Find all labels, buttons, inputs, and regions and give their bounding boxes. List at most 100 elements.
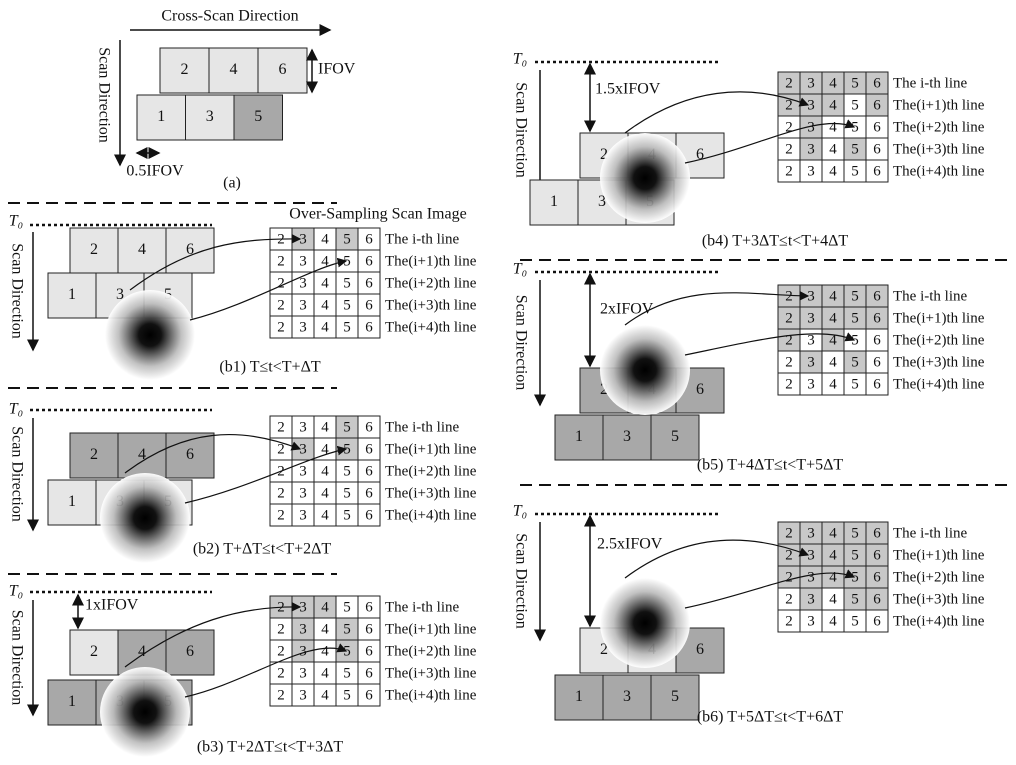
scan-label: Scan Direction: [8, 610, 25, 706]
scan-label: Scan Direction: [512, 82, 529, 178]
grid-cell-label: 3: [807, 332, 815, 348]
row-label: The(i+3)th line: [893, 141, 985, 157]
grid-cell-label: 5: [343, 297, 351, 313]
row-label: The i-th line: [893, 525, 967, 541]
cell-label: 1: [575, 688, 583, 705]
grid-cell-label: 6: [365, 485, 373, 501]
grid-cell-label: 3: [299, 687, 307, 703]
grid-cell-label: 5: [343, 643, 351, 659]
grid-cell-label: 4: [829, 75, 837, 91]
grid-cell-label: 4: [321, 319, 329, 335]
grid-cell-label: 3: [807, 163, 815, 179]
row-label: The(i+4)th line: [385, 687, 477, 703]
grid-cell-label: 4: [321, 419, 329, 435]
row-label: The(i+1)th line: [385, 441, 477, 457]
grid-cell-label: 2: [785, 354, 793, 370]
grid-cell-label: 2: [277, 687, 285, 703]
row-label: The(i+3)th line: [385, 485, 477, 501]
grid-cell-label: 2: [785, 376, 793, 392]
grid-cell-label: 3: [807, 591, 815, 607]
grid-cell-label: 5: [851, 376, 859, 392]
cell-label: 4: [230, 61, 238, 78]
scan-label: Scan Direction: [8, 243, 25, 339]
offset-label: 2xIFOV: [600, 301, 654, 318]
cell-label: 6: [279, 61, 287, 78]
cell-label: 5: [671, 688, 679, 705]
grid-cell-label: 6: [873, 547, 881, 563]
caption: (b3) T+2ΔT≤t<T+3ΔT: [197, 739, 344, 756]
ifov-label: IFOV: [318, 61, 356, 78]
grid-cell-label: 2: [277, 319, 285, 335]
row-label: The i-th line: [385, 419, 459, 435]
grid-cell-label: 4: [321, 275, 329, 291]
grid-cell-label: 6: [365, 319, 373, 335]
row-label: The(i+3)th line: [385, 665, 477, 681]
scan-label: Scan Direction: [8, 426, 25, 522]
offset-label: 2.5xIFOV: [597, 536, 663, 553]
t0-label: T₀: [9, 583, 23, 600]
grid-cell-label: 2: [785, 525, 793, 541]
grid-cell-label: 4: [829, 525, 837, 541]
point-spread: [100, 667, 190, 757]
grid-cell-label: 5: [343, 419, 351, 435]
caption: (b1) T≤t<T+ΔT: [219, 359, 320, 376]
grid-cell-label: 2: [277, 297, 285, 313]
cell-label: 1: [68, 286, 76, 303]
grid-cell-label: 5: [851, 569, 859, 585]
grid-cell-label: 6: [365, 297, 373, 313]
grid-cell-label: 6: [365, 621, 373, 637]
grid-cell-label: 4: [321, 687, 329, 703]
diagram: Cross-Scan DirectionScan Direction246135…: [0, 0, 1016, 765]
row-label: The(i+3)th line: [385, 297, 477, 313]
grid-cell-label: 4: [829, 547, 837, 563]
grid-cell-label: 3: [807, 119, 815, 135]
grid-cell-label: 6: [873, 119, 881, 135]
half-ifov-label: 0.5IFOV: [126, 163, 184, 180]
grid-cell-label: 3: [807, 376, 815, 392]
grid-cell-label: 2: [277, 275, 285, 291]
grid-cell-label: 4: [829, 376, 837, 392]
grid-cell-label: 3: [807, 141, 815, 157]
grid-cell-label: 5: [851, 547, 859, 563]
cell-label: 3: [623, 428, 631, 445]
grid-cell-label: 5: [343, 687, 351, 703]
grid-cell-label: 6: [365, 687, 373, 703]
row-label: The(i+2)th line: [385, 643, 477, 659]
grid-cell-label: 5: [851, 613, 859, 629]
grid-cell-label: 4: [321, 485, 329, 501]
grid-cell-label: 3: [299, 621, 307, 637]
grid-cell-label: 3: [807, 75, 815, 91]
grid-cell-label: 2: [785, 569, 793, 585]
grid-cell-label: 2: [277, 621, 285, 637]
cell-label: 1: [68, 493, 76, 510]
grid-cell-label: 5: [851, 75, 859, 91]
grid-cell-label: 6: [365, 463, 373, 479]
offset-label: 1xIFOV: [85, 597, 139, 614]
grid-cell-label: 6: [365, 665, 373, 681]
grid-cell-label: 3: [299, 485, 307, 501]
row-label: The(i+2)th line: [893, 119, 985, 135]
grid-cell-label: 4: [829, 288, 837, 304]
grid-cell-label: 3: [299, 419, 307, 435]
cell-label: 1: [157, 108, 165, 125]
row-label: The(i+4)th line: [893, 613, 985, 629]
grid-cell-label: 6: [873, 163, 881, 179]
cell-label: 2: [181, 61, 189, 78]
grid-cell-label: 2: [785, 288, 793, 304]
grid-cell-label: 5: [343, 599, 351, 615]
point-spread: [600, 133, 690, 223]
grid-cell-label: 3: [299, 665, 307, 681]
grid-cell-label: 5: [851, 332, 859, 348]
row-label: The(i+1)th line: [893, 547, 985, 563]
row-label: The(i+4)th line: [893, 163, 985, 179]
grid-cell-label: 6: [873, 569, 881, 585]
grid-cell-label: 4: [829, 354, 837, 370]
grid-cell-label: 2: [277, 665, 285, 681]
point-spread: [100, 473, 190, 563]
cell-label: 6: [696, 381, 704, 398]
grid-cell-label: 3: [299, 441, 307, 457]
grid-cell-label: 5: [343, 507, 351, 523]
row-label: The i-th line: [385, 231, 459, 247]
grid-cell-label: 3: [807, 525, 815, 541]
grid-cell-label: 6: [873, 591, 881, 607]
